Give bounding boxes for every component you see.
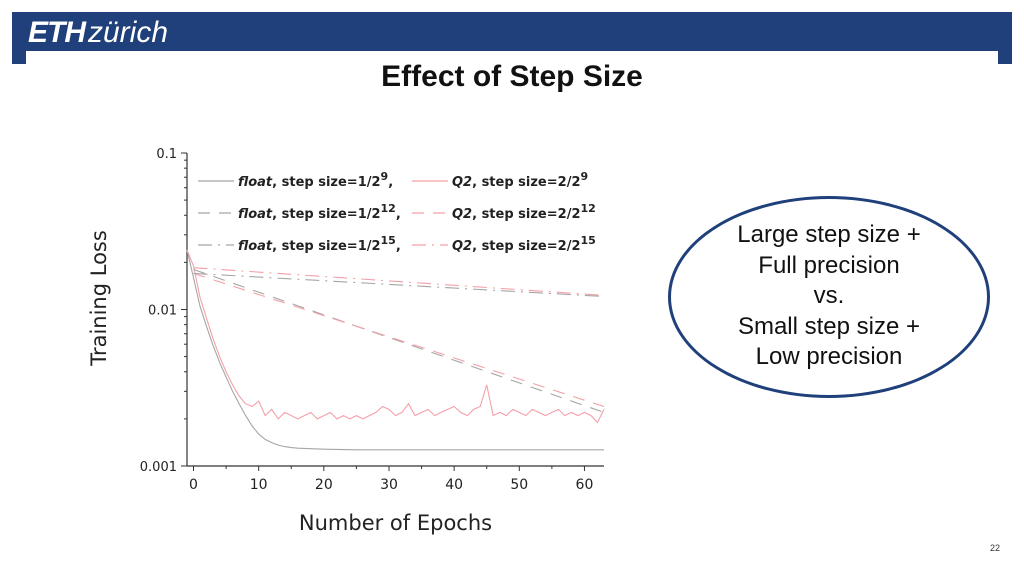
logo-eth-text: ETH [28,16,86,49]
x-tick-label: 50 [510,477,528,493]
callout-text: Large step size + Full precision vs. Sma… [668,220,990,373]
callout-ellipse [668,196,990,398]
callout-line: Full precision [758,251,900,279]
series-line [186,249,604,451]
series-line [193,268,605,413]
series-line [193,267,605,296]
x-tick-label: 60 [576,477,594,493]
series-line [186,249,605,424]
x-axis-label: Number of Epochs [299,511,492,535]
y-axis-label: Training Loss [87,230,111,367]
legend-label: Q2, step size=2/29 [452,170,588,190]
callout-line: vs. [813,282,845,309]
x-tick-label: 40 [445,477,463,493]
legend-label: float, step size=1/212, [238,202,401,222]
legend-label: Q2, step size=2/215 [452,234,596,254]
header-banner-underline [26,51,998,65]
page-number: 22 [989,543,1000,553]
callout-line: Low precision [755,343,903,370]
slide-title: Effect of Step Size [381,60,643,93]
y-tick-label: 0.001 [140,460,177,475]
y-tick-label: 0.01 [148,304,177,319]
series-line [193,272,605,298]
callout-line: Small step size + [737,312,921,340]
series-line [193,272,605,408]
legend-label: float, step size=1/29, [238,170,393,190]
eth-zurich-logo: ETH zürich [28,14,168,52]
x-tick-label: 20 [315,477,333,493]
x-tick-label: 10 [250,477,268,493]
x-tick-label: 0 [189,477,198,493]
y-tick-label: 0.1 [156,147,177,162]
x-tick-label: 30 [380,477,398,493]
callout-line: Large step size + [737,221,921,248]
logo-zurich-text: zürich [88,16,169,49]
legend-label: float, step size=1/215, [238,234,401,254]
legend-label: Q2, step size=2/212 [452,202,596,222]
